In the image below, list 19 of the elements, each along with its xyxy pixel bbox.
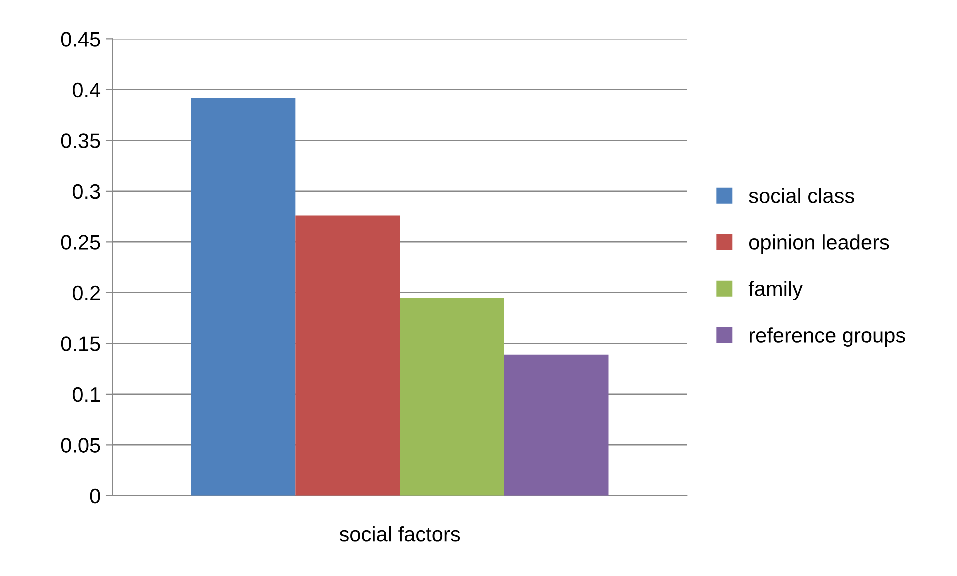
legend-label: social class <box>749 188 854 204</box>
y-tick-label: 0.15 <box>61 336 100 352</box>
legend-label: family <box>748 281 803 301</box>
y-tick-label: 0.2 <box>72 286 100 301</box>
legend-label: opinion leaders <box>749 234 890 254</box>
y-tick-label: 0.25 <box>61 235 100 250</box>
y-tick-label: 0 <box>90 488 100 504</box>
y-tick-label: 0.35 <box>61 134 100 148</box>
bar <box>296 216 400 496</box>
bar <box>400 298 504 496</box>
y-tick-label: 0.1 <box>72 387 100 402</box>
x-tick-label: social factors <box>340 526 460 542</box>
y-tick-label: 0.4 <box>72 82 101 98</box>
y-tick-label: 0.05 <box>61 438 100 453</box>
legend-label: reference groups <box>750 328 906 348</box>
y-tick-label: 0.3 <box>72 184 100 200</box>
y-tick-label: 0.45 <box>61 32 100 47</box>
bar <box>504 354 609 496</box>
bar <box>191 98 296 496</box>
